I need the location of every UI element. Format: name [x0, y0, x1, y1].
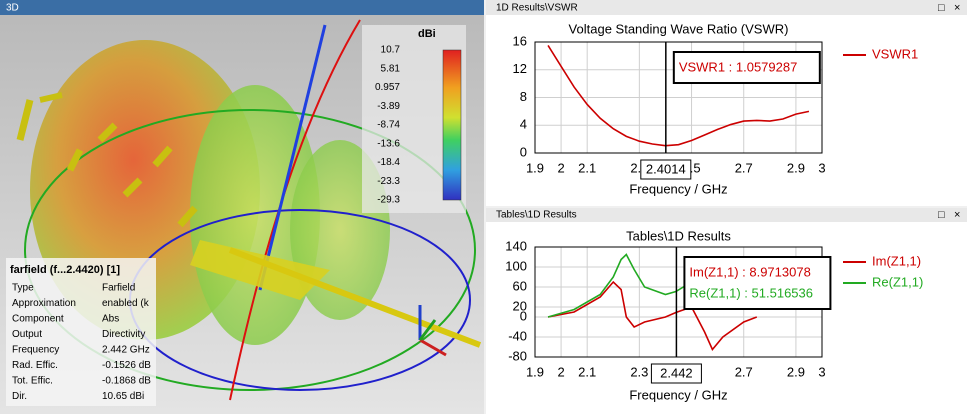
y-tick-label: 60	[513, 278, 527, 293]
y-tick-label: 16	[513, 33, 527, 48]
data-line	[547, 45, 810, 147]
chart-title: Tables\1D Results	[626, 228, 731, 243]
info-key: Type	[12, 283, 34, 294]
info-box	[6, 258, 156, 406]
x-tick-label: 2.3	[630, 364, 648, 379]
y-tick-label: 12	[513, 61, 527, 76]
title-bar	[486, 0, 967, 15]
info-key: Output	[12, 329, 42, 340]
marker-x-label: 2.4014	[646, 161, 686, 176]
colorbar-label: -18.4	[377, 157, 400, 168]
data-line	[547, 280, 758, 351]
x-tick-label: 2	[557, 160, 564, 175]
info-value: 10.65 dBi	[102, 391, 144, 402]
panel-title: 1D Results\VSWR	[496, 3, 578, 14]
colorbar-label: -13.6	[377, 138, 400, 149]
chart-title: Voltage Standing Wave Ratio (VSWR)	[569, 21, 789, 36]
colorbar	[442, 49, 462, 201]
info-title: farfield (f...2.4420) [1]	[10, 264, 120, 276]
colorbar-label: 10.7	[381, 45, 401, 56]
marker-label: VSWR1 : 1.0579287	[679, 59, 798, 74]
info-value: 2.442 GHz	[102, 345, 150, 356]
info-key: Frequency	[12, 345, 59, 356]
panel-title: 3D	[6, 3, 19, 14]
info-value: -0.1526 dB	[102, 360, 151, 371]
colorbar-label: -3.89	[377, 101, 400, 112]
data-line	[547, 253, 692, 318]
x-tick-label: 2.9	[787, 160, 805, 175]
x-tick-label: 2.1	[578, 364, 596, 379]
colorbar-label: -8.74	[377, 120, 400, 131]
info-key: Approximation	[12, 298, 76, 309]
marker-box	[683, 256, 832, 310]
y-tick-label: 20	[513, 298, 527, 313]
plot-frame	[534, 41, 823, 154]
info-key: Component	[12, 314, 64, 325]
legend-label: VSWR1	[872, 46, 918, 61]
x-axis-label: Frequency / GHz	[629, 387, 727, 402]
marker-label: Im(Z1,1) : 8.9713078	[689, 264, 810, 279]
info-value: Abs	[102, 314, 119, 325]
marker-x-label: 2.442	[660, 365, 693, 380]
info-value: Farfield	[102, 283, 135, 294]
marker-box	[672, 51, 821, 84]
maximize-button[interactable]: □	[938, 2, 945, 14]
colorbar-label: -29.3	[377, 195, 400, 206]
x-axis-label: Frequency / GHz	[629, 181, 727, 196]
x-tick-label: 1.9	[526, 364, 544, 379]
x-tick-label: 3	[818, 364, 825, 379]
vswr-panel	[486, 0, 967, 206]
marker-x-box	[640, 159, 692, 180]
x-tick-label: 2.7	[735, 160, 753, 175]
y-tick-label: 100	[505, 258, 527, 273]
x-tick-label: 1.9	[526, 160, 544, 175]
colorbar-label: 5.81	[381, 63, 401, 74]
legend-label: Re(Z1,1)	[872, 274, 923, 289]
colorbar-label: -23.3	[377, 176, 400, 187]
y-tick-label: 8	[520, 89, 527, 104]
marker-label: Re(Z1,1) : 51.516536	[689, 285, 813, 300]
title-bar	[486, 208, 967, 222]
colorbar-label: 0.957	[375, 82, 400, 93]
close-button[interactable]: ×	[954, 2, 960, 14]
info-value: Directivity	[102, 329, 145, 340]
info-key: Tot. Effic.	[12, 376, 53, 387]
panel-title: Tables\1D Results	[496, 210, 577, 221]
y-tick-label: 0	[520, 308, 527, 323]
colorbar-unit: dBi	[418, 28, 436, 40]
info-key: Dir.	[12, 391, 27, 402]
y-tick-label: -40	[508, 328, 527, 343]
title-bar	[0, 0, 484, 15]
x-tick-label: 2.7	[735, 364, 753, 379]
info-key: Rad. Effic.	[12, 360, 58, 371]
y-tick-label: 0	[520, 144, 527, 159]
legend-label: Im(Z1,1)	[872, 253, 921, 268]
x-tick-label: 2.1	[578, 160, 596, 175]
y-tick-label: -80	[508, 348, 527, 363]
x-tick-label: 2	[557, 364, 564, 379]
x-tick-label: 2.9	[787, 364, 805, 379]
x-tick-label: 3	[818, 160, 825, 175]
y-tick-label: 140	[505, 238, 527, 253]
y-tick-label: 4	[520, 117, 527, 132]
maximize-button[interactable]: □	[938, 209, 945, 221]
marker-x-box	[650, 363, 702, 384]
info-value: -0.1868 dB	[102, 376, 151, 387]
info-value: enabled (k	[102, 298, 150, 309]
close-button[interactable]: ×	[954, 209, 960, 221]
